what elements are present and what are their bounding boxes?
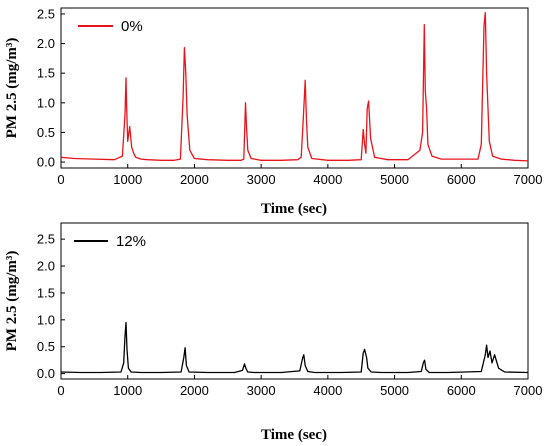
x-tick-label: 3000 (247, 172, 276, 187)
x-ticks: 0 1000 2000 3000 4000 5000 6000 7000 (57, 164, 542, 187)
plot-frame (60, 7, 529, 169)
y-tick-label: 2.0 (37, 259, 55, 274)
x-tick-label: 6000 (447, 172, 476, 187)
x-tick-label: 5000 (380, 172, 409, 187)
legend: 0% (78, 18, 143, 35)
series-line-0 (60, 12, 529, 162)
y-tick-label: 1.0 (37, 95, 55, 110)
series-group (60, 321, 529, 374)
x-ticks: 0 1000 2000 3000 4000 5000 6000 7000 (57, 375, 542, 398)
y-tick-label: 1.0 (37, 312, 55, 327)
legend: 12% (74, 233, 146, 250)
x-tick-label: 6000 (447, 383, 476, 398)
x-tick-label: 4000 (313, 172, 342, 187)
y-tick-label: 2.5 (37, 232, 55, 247)
y-axis-title: PM 2.5 (mg/m³) (4, 38, 20, 139)
x-tick-label: 2000 (180, 172, 209, 187)
x-tick-label: 2000 (180, 383, 209, 398)
x-tick-label: 7000 (514, 383, 543, 398)
chart-panel-top: 0.0 0.5 1.0 1.5 2.0 2.5 0 1000 2000 3000 4000 5000… (4, 6, 542, 217)
y-axis-title: PM 2.5 (mg/m³) (4, 251, 20, 352)
legend-label: 0% (121, 18, 143, 35)
y-tick-label: 0.0 (37, 366, 55, 381)
x-tick-label: 0 (57, 172, 64, 187)
x-tick-label: 0 (57, 383, 64, 398)
y-tick-label: 1.5 (37, 285, 55, 300)
x-axis-title: Time (sec) (261, 427, 327, 443)
y-tick-label: 2.5 (37, 6, 55, 21)
y-tick-label: 1.5 (37, 66, 55, 81)
chart-panel-bottom: 0.0 0.5 1.0 1.5 2.0 2.5 0 1000 2000 3000 4000 5000… (4, 222, 542, 443)
x-tick-label: 7000 (514, 172, 543, 187)
y-tick-label: 2.0 (37, 36, 55, 51)
x-axis-title: Time (sec) (261, 201, 327, 217)
y-tick-label: 0.0 (37, 155, 55, 170)
x-tick-label: 4000 (313, 383, 342, 398)
y-ticks: 0.0 0.5 1.0 1.5 2.0 2.5 (37, 232, 65, 381)
y-tick-label: 0.5 (37, 125, 55, 140)
x-tick-label: 1000 (113, 172, 142, 187)
x-tick-label: 1000 (113, 383, 142, 398)
x-tick-label: 3000 (247, 383, 276, 398)
y-tick-label: 0.5 (37, 339, 55, 354)
plot-frame (60, 222, 529, 380)
x-tick-label: 5000 (380, 383, 409, 398)
legend-label: 12% (116, 233, 146, 250)
series-line-0 (60, 321, 529, 374)
series-group (60, 12, 529, 162)
y-ticks: 0.0 0.5 1.0 1.5 2.0 2.5 (37, 6, 65, 170)
